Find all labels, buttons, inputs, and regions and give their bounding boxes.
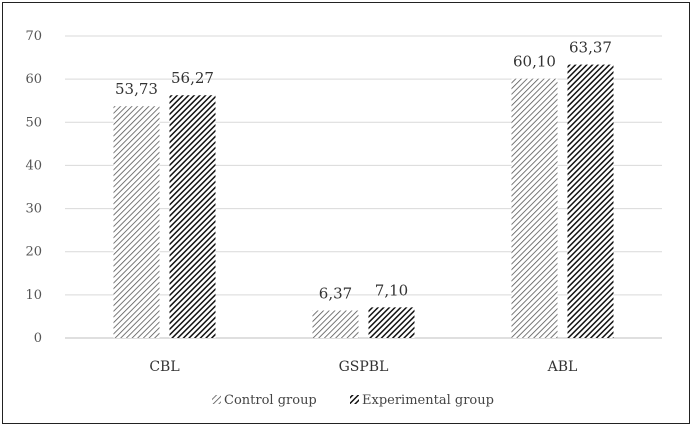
- y-tick-label: 20: [25, 245, 42, 260]
- bar-gspbl-control-group: [312, 310, 359, 338]
- bar-gspbl-experimental-group: [368, 307, 415, 338]
- legend-swatch: [350, 395, 359, 404]
- legend: Control group Experimental group: [212, 393, 494, 408]
- y-tick-label: 50: [25, 115, 42, 130]
- y-tick-label: 30: [25, 202, 42, 217]
- data-label: 56,27: [171, 69, 214, 87]
- y-tick-label: 0: [34, 331, 42, 346]
- data-label: 63,37: [569, 39, 612, 57]
- x-axis-categories: CBL GSPBL ABL: [149, 359, 577, 375]
- data-label: 53,73: [115, 80, 158, 98]
- y-tick-label: 70: [25, 29, 42, 44]
- x-category-label: CBL: [149, 359, 179, 375]
- x-category-label: ABL: [547, 359, 578, 375]
- y-tick-label: 40: [25, 158, 42, 173]
- x-category-label: GSPBL: [339, 359, 389, 375]
- legend-label: Control group: [224, 393, 317, 408]
- bars: [113, 64, 614, 339]
- bar-cbl-control-group: [113, 106, 160, 339]
- bar-abl-control-group: [511, 78, 558, 338]
- legend-swatch: [212, 395, 221, 404]
- y-tick-label: 10: [25, 288, 42, 303]
- legend-label: Experimental group: [362, 393, 494, 408]
- data-label: 60,10: [513, 53, 556, 71]
- data-labels: 53,73 56,27 6,37 7,10 60,10 63,37: [115, 39, 612, 303]
- y-tick-label: 60: [25, 72, 42, 87]
- gridlines: [65, 35, 662, 339]
- y-axis-ticks: 0 10 20 30 40 50 60 70: [25, 29, 42, 346]
- data-label: 6,37: [319, 285, 352, 303]
- bar-abl-experimental-group: [567, 64, 614, 339]
- data-label: 7,10: [375, 281, 408, 299]
- bar-cbl-experimental-group: [169, 95, 216, 339]
